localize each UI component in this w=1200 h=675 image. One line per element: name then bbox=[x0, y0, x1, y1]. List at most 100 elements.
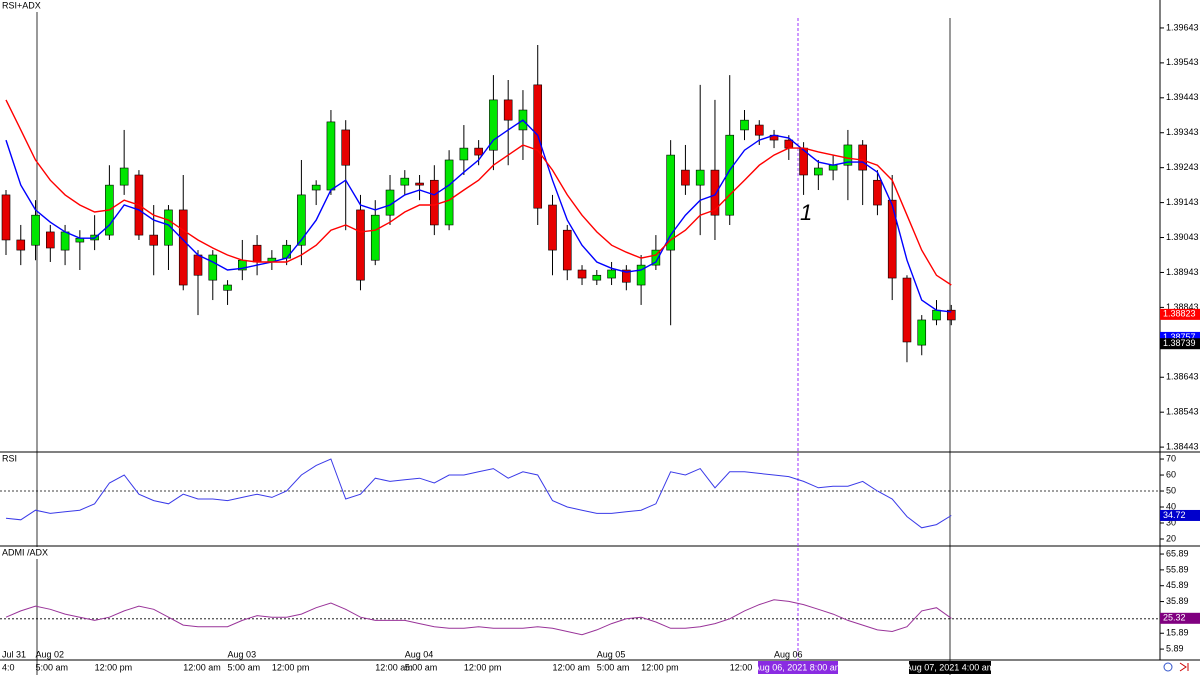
candle-body bbox=[341, 129, 351, 166]
link-icon[interactable] bbox=[1163, 662, 1173, 672]
candle-body bbox=[843, 144, 853, 166]
y-tick-label: 1.39143 bbox=[1166, 197, 1199, 207]
candle-body bbox=[459, 147, 469, 161]
toolbar-icons[interactable] bbox=[1163, 662, 1189, 672]
price-marker-label: 1.38823 bbox=[1163, 309, 1196, 319]
y-tick-label: 50 bbox=[1166, 485, 1176, 495]
y-tick-label: 1.39243 bbox=[1166, 162, 1199, 172]
candle-body bbox=[946, 309, 956, 321]
y-tick-label: 30 bbox=[1166, 517, 1176, 527]
price-marker bbox=[1160, 338, 1200, 350]
candle-body bbox=[828, 164, 838, 171]
cursor-label: Aug 07, 2021 4:00 am bbox=[906, 662, 995, 672]
cursor-boxes: Aug 06, 2021 8:00 am Aug 07, 2021 4:00 a… bbox=[754, 661, 995, 674]
x-tick-label: 12:00 am bbox=[183, 662, 221, 672]
y-tick-label: 40 bbox=[1166, 501, 1176, 511]
date-label: Jul 31 bbox=[2, 649, 26, 659]
candle-body bbox=[887, 199, 897, 279]
panel-title: ADMI /ADX bbox=[2, 547, 48, 557]
candle-body bbox=[297, 194, 306, 246]
x-tick-label: 12:00 pm bbox=[95, 662, 133, 672]
candle-body bbox=[444, 159, 454, 226]
y-tick-label: 1.39343 bbox=[1166, 127, 1199, 137]
y-tick-label: 55.89 bbox=[1166, 564, 1189, 574]
indicator-line bbox=[5, 458, 952, 529]
date-label: Aug 04 bbox=[405, 649, 434, 659]
candle-body bbox=[725, 134, 735, 216]
x-tick-label: 5:00 am bbox=[405, 662, 438, 672]
candle-body bbox=[917, 319, 927, 346]
candle-body bbox=[1, 194, 11, 241]
x-tick-label: 12:00 pm bbox=[272, 662, 310, 672]
candle-body bbox=[356, 209, 365, 281]
candle-body bbox=[533, 84, 543, 209]
x-tick-label: 12:00 bbox=[730, 662, 753, 672]
candle-body bbox=[858, 144, 867, 171]
cursor-label: Aug 06, 2021 8:00 am bbox=[754, 662, 843, 672]
y-tick-label: 1.39043 bbox=[1166, 232, 1199, 242]
value-marker-label: 25.32 bbox=[1163, 613, 1186, 623]
price-marker-label: 1.38757 bbox=[1163, 332, 1196, 342]
candle-body bbox=[223, 284, 232, 291]
candle-body bbox=[430, 179, 439, 226]
x-tick-label: 12:00 am bbox=[375, 662, 413, 672]
x-tick-label: 5:00 am bbox=[597, 662, 630, 672]
candle-body bbox=[282, 244, 291, 259]
scroll-icon[interactable] bbox=[1179, 662, 1189, 672]
moving-average bbox=[5, 119, 952, 313]
candle-body bbox=[902, 277, 912, 343]
candle-body bbox=[695, 169, 705, 186]
candle-body bbox=[873, 179, 882, 206]
candle-body bbox=[370, 214, 380, 261]
candle-body bbox=[31, 214, 40, 246]
candle-body bbox=[46, 231, 55, 249]
x-tick-label: 5:00 am bbox=[36, 662, 69, 672]
candle-body bbox=[754, 124, 764, 136]
cursor-box bbox=[909, 661, 991, 674]
candle-body bbox=[178, 209, 188, 286]
indicator-line bbox=[5, 599, 952, 636]
y-tick-label: 1.39543 bbox=[1166, 57, 1199, 67]
y-tick-label: 5.89 bbox=[1166, 643, 1184, 653]
candle-body bbox=[932, 309, 941, 321]
price-marker bbox=[1160, 308, 1200, 320]
value-marker-label: 34.72 bbox=[1163, 510, 1186, 520]
candle-body bbox=[814, 167, 823, 176]
x-tick-label: 12:00 pm bbox=[641, 662, 679, 672]
y-tick-label: 45.89 bbox=[1166, 580, 1189, 590]
candle-body bbox=[636, 264, 646, 286]
date-label: Aug 05 bbox=[597, 649, 626, 659]
y-tick-label: 35.89 bbox=[1166, 596, 1189, 606]
label-box bbox=[0, 547, 48, 559]
x-tick-label: 4:0 bbox=[2, 662, 15, 672]
candle-body bbox=[503, 99, 513, 121]
y-tick-label: 65.89 bbox=[1166, 548, 1189, 558]
candle-body bbox=[60, 231, 70, 251]
panel-title: RSI+ADX bbox=[2, 0, 41, 10]
annotation: 1 bbox=[800, 200, 812, 225]
y-tick-label: 70 bbox=[1166, 453, 1176, 463]
candle-body bbox=[415, 182, 424, 186]
plot-layer: 1.39643 1.39543 1.39443 1.39343 1.39243 1.391… bbox=[0, 22, 1200, 672]
candle-body bbox=[400, 177, 410, 186]
value-marker bbox=[1160, 612, 1200, 624]
candle-body bbox=[119, 167, 129, 186]
y-tick-label: 15.89 bbox=[1166, 628, 1189, 638]
date-label: Aug 06 bbox=[774, 649, 803, 659]
label-box bbox=[0, 453, 18, 465]
y-tick-label: 1.39643 bbox=[1166, 22, 1199, 32]
date-label: Aug 02 bbox=[36, 649, 65, 659]
candle-body bbox=[208, 254, 218, 281]
x-tick-label: 5:00 am bbox=[228, 662, 261, 672]
label-box bbox=[0, 0, 40, 12]
candle-body bbox=[740, 119, 749, 131]
price-marker-label: 1.38739 bbox=[1163, 338, 1196, 348]
candle-body bbox=[607, 269, 616, 279]
candle-body bbox=[474, 147, 483, 156]
value-marker bbox=[1160, 509, 1200, 521]
y-tick-label: 1.38543 bbox=[1166, 407, 1199, 417]
candle-body bbox=[651, 249, 661, 266]
candle-body bbox=[489, 99, 498, 151]
